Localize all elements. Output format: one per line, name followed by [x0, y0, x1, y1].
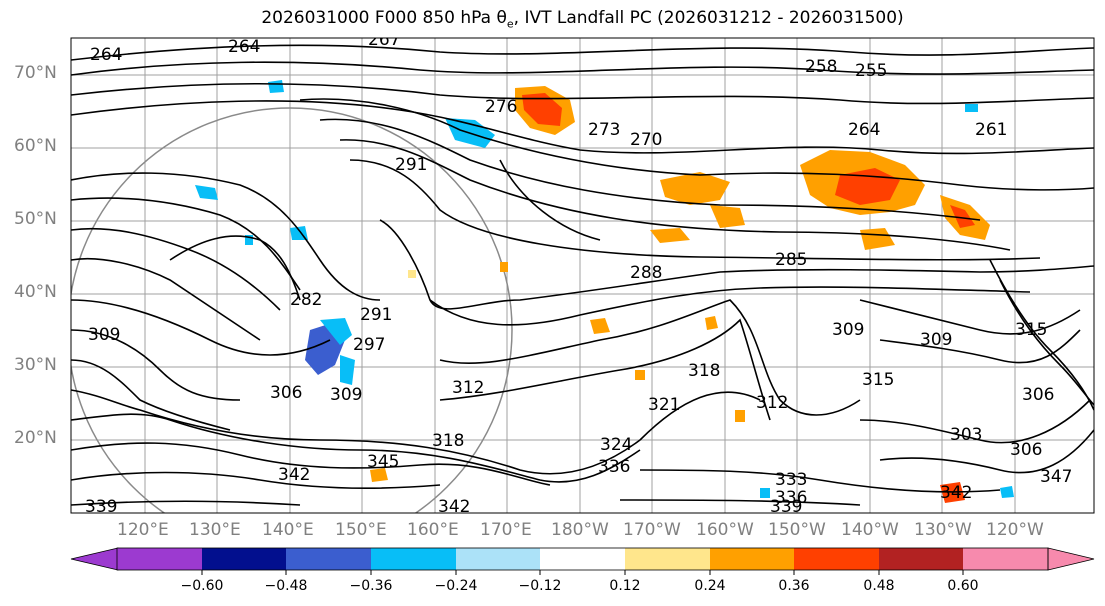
colorbar-bin — [963, 548, 1049, 570]
lat-label-20: 20°N — [14, 428, 57, 448]
contour-label: 306 — [1022, 385, 1054, 405]
contour-label: 273 — [588, 120, 620, 140]
contour-label: 342 — [940, 483, 972, 503]
colorbar-tick-label: 0.60 — [947, 578, 979, 594]
colorbar-extend-max — [1047, 547, 1095, 571]
colorbar-bin — [202, 548, 287, 570]
colorbar-tick-label: 0.48 — [863, 578, 895, 594]
contour-label: 309 — [88, 325, 120, 345]
contour-label: 285 — [775, 250, 807, 270]
colorbar-bin — [540, 548, 626, 570]
colorbar-bin — [625, 548, 711, 570]
lon-label: 130°W — [914, 520, 972, 540]
contour-label: 270 — [630, 130, 662, 150]
map-frame — [70, 37, 1095, 514]
lon-label: 180°W — [551, 520, 609, 540]
contour-label: 291 — [360, 305, 392, 325]
contour-label: 303 — [950, 425, 982, 445]
contour-label: 264 — [848, 120, 880, 140]
contour-label: 288 — [630, 263, 662, 283]
colorbar-ticks — [201, 570, 964, 575]
contour-label: 315 — [1015, 320, 1047, 340]
contour-label: 342 — [438, 497, 470, 517]
contour-label: 336 — [598, 457, 630, 477]
colorbar-tick-label: −0.60 — [180, 578, 224, 594]
lon-label: 170°W — [623, 520, 681, 540]
lat-label-60: 60°N — [14, 136, 57, 156]
contour-label: 309 — [920, 330, 952, 350]
colorbar-outline — [116, 547, 1049, 571]
contour-label: 312 — [452, 378, 484, 398]
lon-label: 150°E — [335, 520, 387, 540]
contour-label: 318 — [688, 361, 720, 381]
lon-label: 160°E — [407, 520, 459, 540]
contour-label: 324 — [600, 435, 632, 455]
contour-label: 297 — [353, 335, 385, 355]
map-title: 2026031000 F000 850 hPa θe, IVT Landfall… — [261, 8, 904, 31]
colorbar-bin — [117, 548, 203, 570]
contour-label: 339 — [770, 497, 802, 517]
lon-label: 140°E — [262, 520, 314, 540]
colorbar-tick-label: 0.12 — [609, 578, 641, 594]
contour-label: 342 — [278, 465, 310, 485]
contour-label: 318 — [432, 431, 464, 451]
colorbar-tick-label: −0.48 — [264, 578, 308, 594]
contour-label: 347 — [1040, 467, 1072, 487]
contour-label: 258 — [805, 57, 837, 77]
lat-label-30: 30°N — [14, 355, 57, 375]
colorbar-bin — [710, 548, 795, 570]
contour-label: 267 — [368, 30, 400, 50]
lat-label-40: 40°N — [14, 282, 57, 302]
lon-label: 170°E — [480, 520, 532, 540]
colorbar-bin — [286, 548, 372, 570]
colorbar-extend-min — [70, 547, 119, 571]
lon-label: 120°W — [986, 520, 1044, 540]
graticule — [71, 38, 1094, 513]
colorbar-bin — [879, 548, 964, 570]
contour-label: 264 — [228, 37, 260, 57]
contour-label: 321 — [648, 395, 680, 415]
colorbar-bin — [371, 548, 457, 570]
pc-anomaly-shading — [195, 80, 1014, 503]
contour-label: 312 — [756, 393, 788, 413]
contour-label: 309 — [330, 385, 362, 405]
colorbar-tick-label: −0.36 — [349, 578, 393, 594]
contour-label: 264 — [90, 45, 122, 65]
contour-label: 309 — [832, 320, 864, 340]
contour-label: 261 — [975, 120, 1007, 140]
lon-label: 120°E — [117, 520, 169, 540]
theta-e-contours — [71, 44, 1094, 506]
contour-label: 276 — [485, 97, 517, 117]
contour-label: 306 — [270, 383, 302, 403]
contour-label: 345 — [367, 452, 399, 472]
contour-label: 282 — [290, 290, 322, 310]
contour-label: 336 — [775, 488, 807, 508]
lon-label: 160°W — [696, 520, 754, 540]
contour-label: 339 — [85, 497, 117, 517]
contour-label: 333 — [775, 470, 807, 490]
colorbar — [70, 547, 1095, 575]
contour-label: 315 — [862, 370, 894, 390]
map-background — [71, 38, 1094, 513]
lon-label: 140°W — [841, 520, 899, 540]
colorbar-tick-label: 0.36 — [778, 578, 810, 594]
contour-labels: 264 264 267 258 255 264 261 276 273 270 … — [85, 30, 1072, 517]
colorbar-tick-label: 0.24 — [694, 578, 726, 594]
contour-label: 255 — [855, 61, 887, 81]
lon-label: 130°E — [189, 520, 241, 540]
contour-label: 291 — [395, 155, 427, 175]
lon-label: 150°W — [768, 520, 826, 540]
colorbar-bin — [456, 548, 541, 570]
lat-label-50: 50°N — [14, 209, 57, 229]
contour-label: 306 — [1010, 440, 1042, 460]
colorbar-tick-label: −0.12 — [518, 578, 562, 594]
colorbar-tick-label: −0.24 — [434, 578, 478, 594]
landfall-region-circle — [71, 107, 513, 513]
colorbar-bin — [794, 548, 880, 570]
map-panel: 264 264 267 258 255 264 261 276 273 270 … — [71, 30, 1094, 517]
lat-label-70: 70°N — [14, 63, 57, 83]
